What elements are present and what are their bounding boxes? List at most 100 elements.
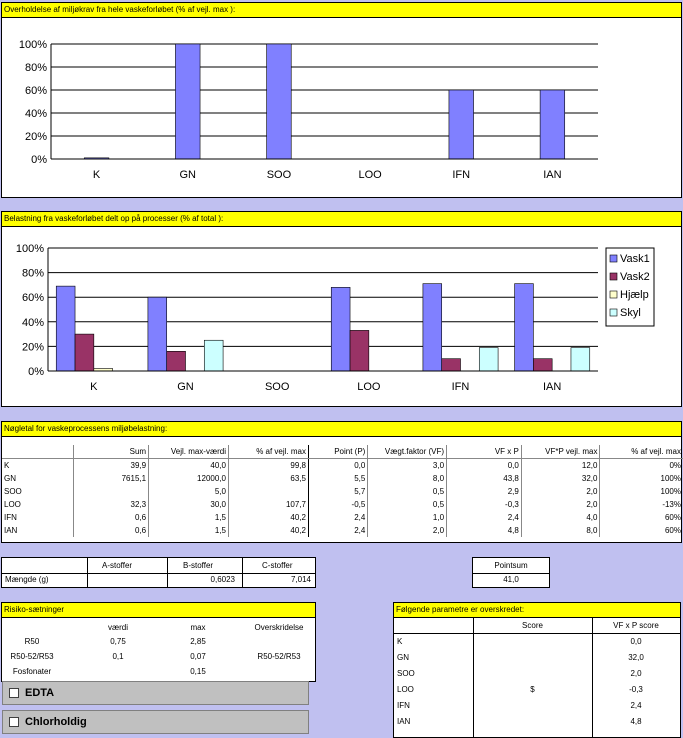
risk-header-cell: max [190,623,206,632]
kpi-cell: 2,9 [446,485,522,498]
chlor-checkbox-row[interactable]: Chlorholdig [2,710,309,734]
kpi-cell [227,485,309,498]
amount-vline-3 [242,558,243,587]
c1-ytick-label: 80% [25,62,47,74]
risk-cell: R50-52/R53 [10,652,54,661]
kpi-cell: 3,0 [367,458,447,472]
c1-bar [448,89,474,160]
kpi-cell: 2,4 [446,511,522,524]
kpi-cell: 5,5 [307,472,368,485]
amount-value-b: 0,6023 [210,575,235,584]
compliance-chart: 0% 20% 40% 60% 80% 100% K GN SOO LOO IFN IAN [19,39,598,181]
c2-bar [441,358,461,372]
kpi-cell: SOO [4,487,22,496]
kpi-cell: 2,4 [307,511,368,524]
kpi-header-cell: Point (P) [307,445,368,459]
kpi-cell: 5,0 [148,485,229,498]
exceed-cell: IFN [397,701,410,710]
kpi-title: Nøgletal for vaskeprocessens miljøbelast… [2,422,331,437]
c2-xtick-label: SOO [265,381,290,393]
c1-bar [175,43,201,160]
kpi-cell: 12,0 [520,458,600,472]
amount-value-c: 7,014 [290,575,311,584]
amount-label: Mængde (g) [5,575,49,584]
c2-bar [55,285,76,372]
points-label: Pointsum [494,561,528,570]
risk-cell: 0,75 [110,637,126,646]
c2-xtick-label: IFN [452,381,470,393]
amount-header-a: A-stoffer [102,561,133,570]
kpi-cell: 60% [599,524,683,537]
c1-bar [539,89,566,160]
exceed-cell: LOO [397,685,414,694]
kpi-header-cell: VF*P vejl. max [520,445,600,459]
kpi-cell: 1,0 [367,511,447,524]
kpi-row: GN 7615,1 12000,0 63,5 5,5 8,0 43,8 32,0 100% [2,472,683,485]
risk-cell: 2,85 [190,637,206,646]
kpi-cell: 5,7 [307,485,368,498]
exceed-header-cell: Score [522,621,543,630]
kpi-header-row: Sum Vejl. max-værdi% af vejl. max Point (P… [2,445,683,459]
kpi-table: Sum Vejl. max-værdi% af vejl. max Point (P… [2,445,683,537]
c1-ytick-label: 20% [25,131,47,143]
kpi-cell: 0,0 [446,458,522,472]
c1-bar [266,43,292,160]
edta-checkbox-row[interactable]: EDTA [2,681,309,705]
kpi-header-cell: Sum [73,445,149,459]
kpi-cell: 63,5 [227,472,309,485]
kpi-cell: 2,4 [307,524,368,537]
amount-vline-2 [167,558,168,587]
c2-bar [422,283,443,372]
risk-panel: Risiko-sætninger værdi max Overskridelse R5… [1,602,316,682]
kpi-header-cell: Vejl. max-værdi [148,445,229,459]
c1-xtick-label: IFN [452,169,470,181]
risk-cell: Fosfonater [12,667,52,676]
kpi-cell: 0% [599,458,683,472]
points-value: 41,0 [503,575,519,584]
kpi-cell: 39,9 [73,458,149,472]
exceed-vline-2 [592,617,593,737]
kpi-cell: -13% [599,498,683,511]
chlor-checkbox[interactable] [9,717,19,727]
c2-xtick-label: LOO [357,381,381,393]
kpi-cell: 1,5 [148,524,229,537]
kpi-cell: 100% [599,472,683,485]
kpi-cell: 100% [599,485,683,498]
kpi-cell: 0,6 [73,511,149,524]
c1-xtick-label: IAN [543,169,561,181]
kpi-cell: 0,6 [73,524,149,537]
risk-cell: 0,1 [112,652,124,661]
risk-cell: R50-52/R53 [257,652,301,661]
kpi-cell: 2,0 [520,485,600,498]
compliance-chart-panel: Overholdelse af miljøkrav fra hele vaske… [1,2,682,198]
edta-checkbox[interactable] [9,688,19,698]
kpi-row: LOO 32,3 30,0 107,7 -0,5 0,5 -0,3 2,0 -13% [2,498,683,511]
c2-legend-swatch [609,308,618,317]
kpi-cell: 0,0 [307,458,368,472]
c1-ytick-label: 60% [25,85,47,97]
exceed-panel: Følgende parametre er overskredet: Score… [393,602,681,738]
kpi-cell: 32,3 [73,498,149,511]
amount-divider [2,573,315,574]
process-chart-title: Belastning fra vaskeforløbet delt op på … [2,212,681,227]
kpi-cell: 40,2 [227,511,309,524]
kpi-header-cell: % af vejl. max [227,445,309,459]
kpi-cell: -0,5 [307,498,368,511]
kpi-cell: 2,0 [367,524,447,537]
kpi-cell: 0,5 [367,498,447,511]
c2-ytick-label: 20% [22,341,44,353]
c2-xtick-label: GN [177,381,194,393]
kpi-panel: Nøgletal for vaskeprocessens miljøbelast… [1,421,683,543]
exceed-header-cell: VF x P score [613,621,659,630]
kpi-title-text: Nøgletal for vaskeprocessens miljøbelast… [4,424,168,433]
c2-legend-swatch [609,290,618,299]
c2-bar [74,333,95,372]
kpi-row: IFN 0,6 1,5 40,2 2,4 1,0 2,4 4,0 60% [2,511,683,524]
c2-bar [478,347,499,372]
points-divider [473,573,549,574]
c2-ytick-label: 100% [16,243,44,255]
kpi-row: IAN 0,6 1,5 40,2 2,4 2,0 4,8 8,0 60% [2,524,683,537]
c1-ytick-label: 100% [19,39,47,51]
exceed-cell: -0,3 [629,685,643,694]
chlor-label: Chlorholdig [25,716,87,728]
